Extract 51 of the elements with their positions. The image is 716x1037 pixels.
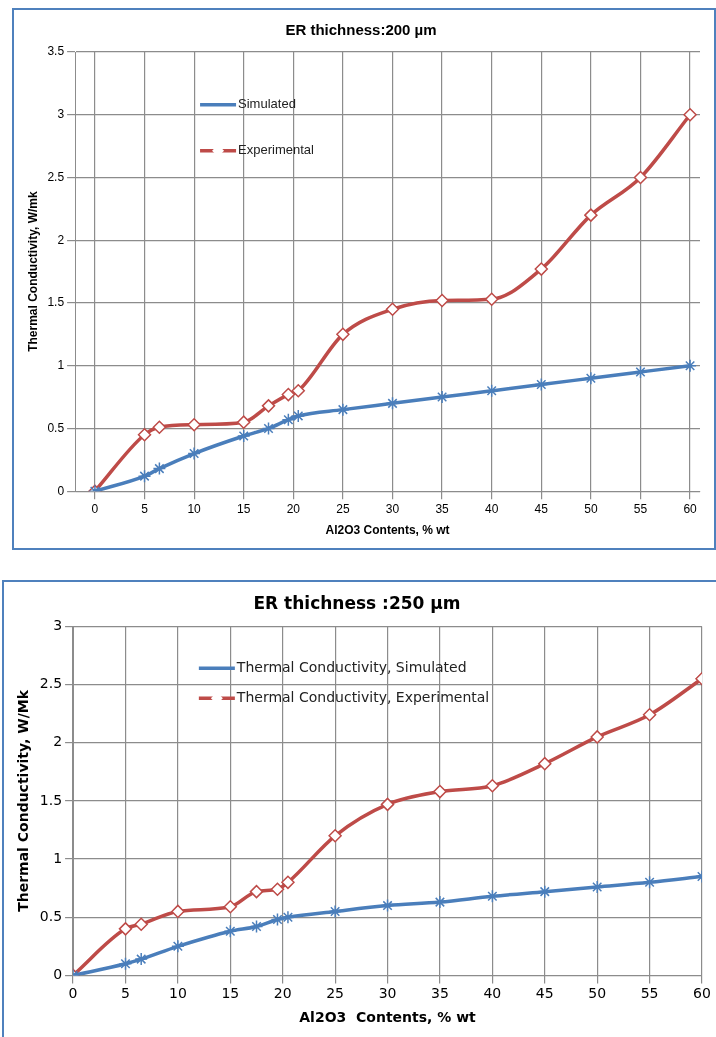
y-tick-label: 2.5 (47, 169, 65, 184)
y-axis-title: Thermal Conductivity, W/Mk (15, 689, 32, 912)
y-tick-label: 2 (57, 232, 65, 247)
x-tick-label: 40 (483, 985, 502, 1002)
legend-label: Thermal Conductivity, Experimental (235, 688, 490, 705)
legend-label: Experimental (238, 142, 315, 158)
x-tick-label: 30 (378, 985, 397, 1002)
x-tick-label: 35 (431, 985, 449, 1002)
y-tick-label: 0 (53, 966, 63, 983)
x-tick-label: 40 (485, 501, 499, 516)
x-axis-title: Al2O3 Contents, % wt (299, 1009, 477, 1026)
y-tick-label: 1 (53, 849, 63, 866)
x-tick-label: 60 (693, 985, 711, 1002)
y-tick-label: 3.5 (47, 44, 65, 59)
x-tick-label: 5 (121, 985, 130, 1002)
chart-title: ER thichness:200 µm (285, 21, 437, 39)
y-tick-label: 1.5 (39, 791, 63, 808)
y-tick-label: 1.5 (47, 295, 65, 310)
x-tick-label: 55 (633, 501, 648, 516)
x-tick-label: 45 (535, 985, 554, 1002)
x-tick-label: 25 (326, 985, 345, 1002)
x-tick-label: 50 (584, 501, 598, 516)
x-axis-title: Al2O3 Contents, % wt (325, 523, 450, 538)
y-tick-label: 3 (53, 617, 63, 634)
y-tick-label: 1 (57, 358, 65, 373)
x-tick-label: 15 (237, 501, 251, 516)
x-tick-label: 10 (168, 985, 187, 1002)
legend-label: Thermal Conductivity, Simulated (235, 658, 467, 675)
x-tick-label: 25 (336, 501, 350, 516)
x-tick-label: 0 (91, 501, 99, 516)
y-tick-label: 2 (53, 733, 63, 750)
x-tick-label: 5 (141, 501, 149, 516)
x-tick-label: 15 (221, 985, 240, 1002)
x-tick-label: 20 (273, 985, 292, 1002)
y-tick-label: 3 (57, 107, 65, 122)
y-tick-label: 2.5 (39, 675, 63, 692)
x-tick-label: 0 (68, 985, 78, 1002)
chart-title: ER thichness :250 µm (253, 592, 461, 613)
x-tick-label: 45 (534, 501, 549, 516)
x-tick-label: 10 (187, 501, 202, 516)
legend-label: Simulated (238, 96, 296, 112)
x-tick-label: 30 (385, 501, 400, 516)
x-tick-label: 50 (588, 985, 607, 1002)
x-tick-label: 35 (435, 501, 450, 516)
x-tick-label: 20 (286, 501, 301, 516)
x-tick-label: 60 (683, 501, 698, 516)
y-tick-label: 0 (57, 483, 65, 498)
y-axis-title: Thermal Conductivity, W/mk (25, 191, 40, 352)
y-tick-label: 0.5 (47, 420, 65, 435)
y-tick-label: 0.5 (39, 907, 63, 924)
x-tick-label: 55 (640, 985, 659, 1002)
